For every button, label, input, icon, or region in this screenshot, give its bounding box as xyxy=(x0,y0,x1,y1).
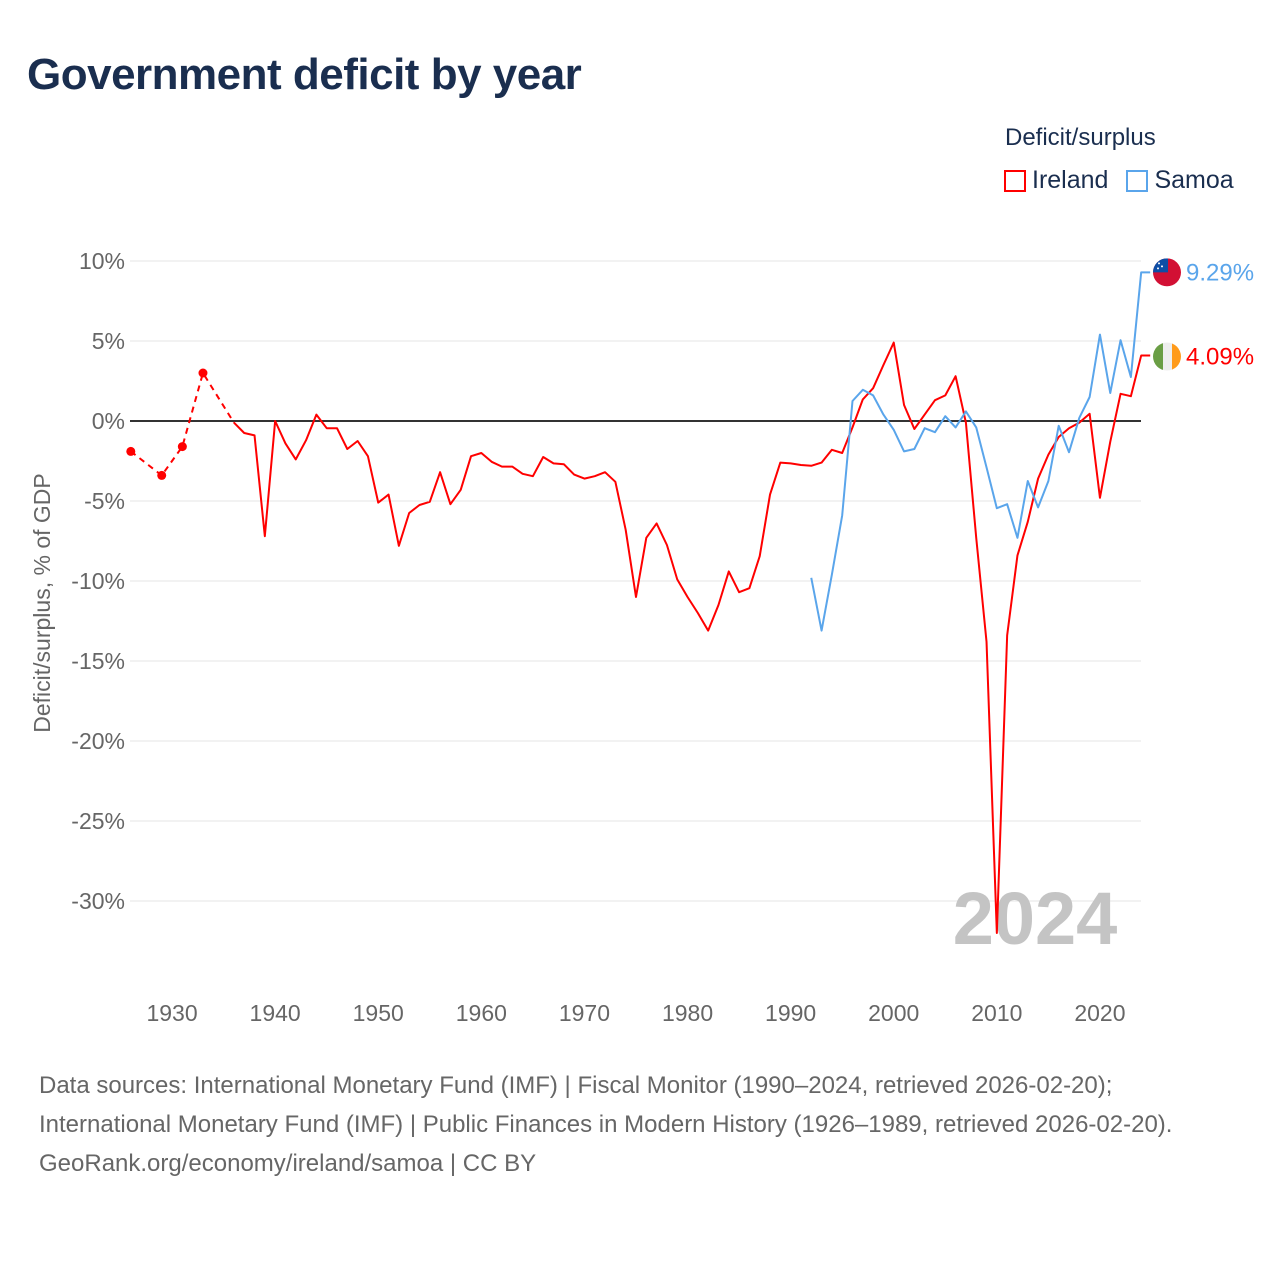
x-tick-label: 1960 xyxy=(456,1000,507,1026)
legend-item-samoa[interactable]: Samoa xyxy=(1126,166,1234,195)
end-label-samoa: 9.29% xyxy=(1186,259,1254,286)
y-tick-label: 10% xyxy=(79,248,125,274)
credit-link[interactable]: GeoRank.org/economy/ireland/samoa | CC B… xyxy=(39,1150,537,1177)
y-tick-label: 0% xyxy=(92,408,125,434)
y-tick-label: -5% xyxy=(84,488,125,514)
footer: Data sources: International Monetary Fun… xyxy=(39,1066,1239,1183)
x-tick-label: 1940 xyxy=(250,1000,301,1026)
series-line-ireland xyxy=(233,341,1151,934)
data-point-ireland xyxy=(157,470,167,480)
legend-label-samoa: Samoa xyxy=(1154,166,1234,194)
series-line-samoa xyxy=(810,271,1151,632)
y-tick-label: -20% xyxy=(71,728,125,754)
x-tick-label: 2000 xyxy=(868,1000,919,1026)
x-tick-label: 1970 xyxy=(559,1000,610,1026)
line-chart: 10% 5% 0% -5% -10% -15% -20% -25% -30% 1930 1940 19… xyxy=(29,248,1254,1026)
y-tick-label: 5% xyxy=(92,328,125,354)
legend-swatch-samoa xyxy=(1126,169,1149,192)
data-sources: Data sources: International Monetary Fun… xyxy=(39,1072,1173,1138)
legend: Ireland Samoa xyxy=(1004,166,1234,195)
ireland-flag-icon xyxy=(1153,342,1181,371)
samoa-flag-icon xyxy=(1153,258,1181,287)
x-tick-label: 1930 xyxy=(146,1000,197,1026)
data-point-ireland xyxy=(177,442,187,452)
legend-label-ireland: Ireland xyxy=(1032,166,1109,194)
y-tick-label: -10% xyxy=(71,568,125,594)
y-tick-label: -30% xyxy=(71,888,125,914)
legend-item-ireland[interactable]: Ireland xyxy=(1004,166,1108,195)
data-point-ireland xyxy=(198,368,208,378)
end-label-ireland: 4.09% xyxy=(1186,344,1254,371)
y-tick-label: -15% xyxy=(71,648,125,674)
x-tick-label: 2010 xyxy=(971,1000,1022,1026)
series-line-ireland-sparse xyxy=(130,370,235,477)
chart-title: Government deficit by year xyxy=(27,50,582,99)
x-tick-label: 1980 xyxy=(662,1000,713,1026)
x-tick-label: 1990 xyxy=(765,1000,816,1026)
x-tick-label: 1950 xyxy=(353,1000,404,1026)
legend-swatch-ireland xyxy=(1004,169,1026,192)
y-tick-label: -25% xyxy=(71,808,125,834)
legend-title: Deficit/surplus xyxy=(1005,124,1156,151)
year-watermark: 2024 xyxy=(953,877,1118,960)
y-axis-label: Deficit/surplus, % of GDP xyxy=(29,473,55,732)
data-point-ireland xyxy=(126,446,136,456)
x-tick-label: 2020 xyxy=(1074,1000,1125,1026)
